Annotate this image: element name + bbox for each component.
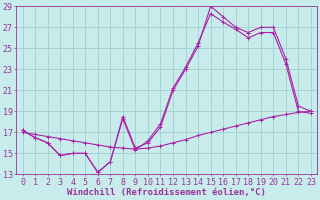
X-axis label: Windchill (Refroidissement éolien,°C): Windchill (Refroidissement éolien,°C) — [67, 188, 266, 197]
